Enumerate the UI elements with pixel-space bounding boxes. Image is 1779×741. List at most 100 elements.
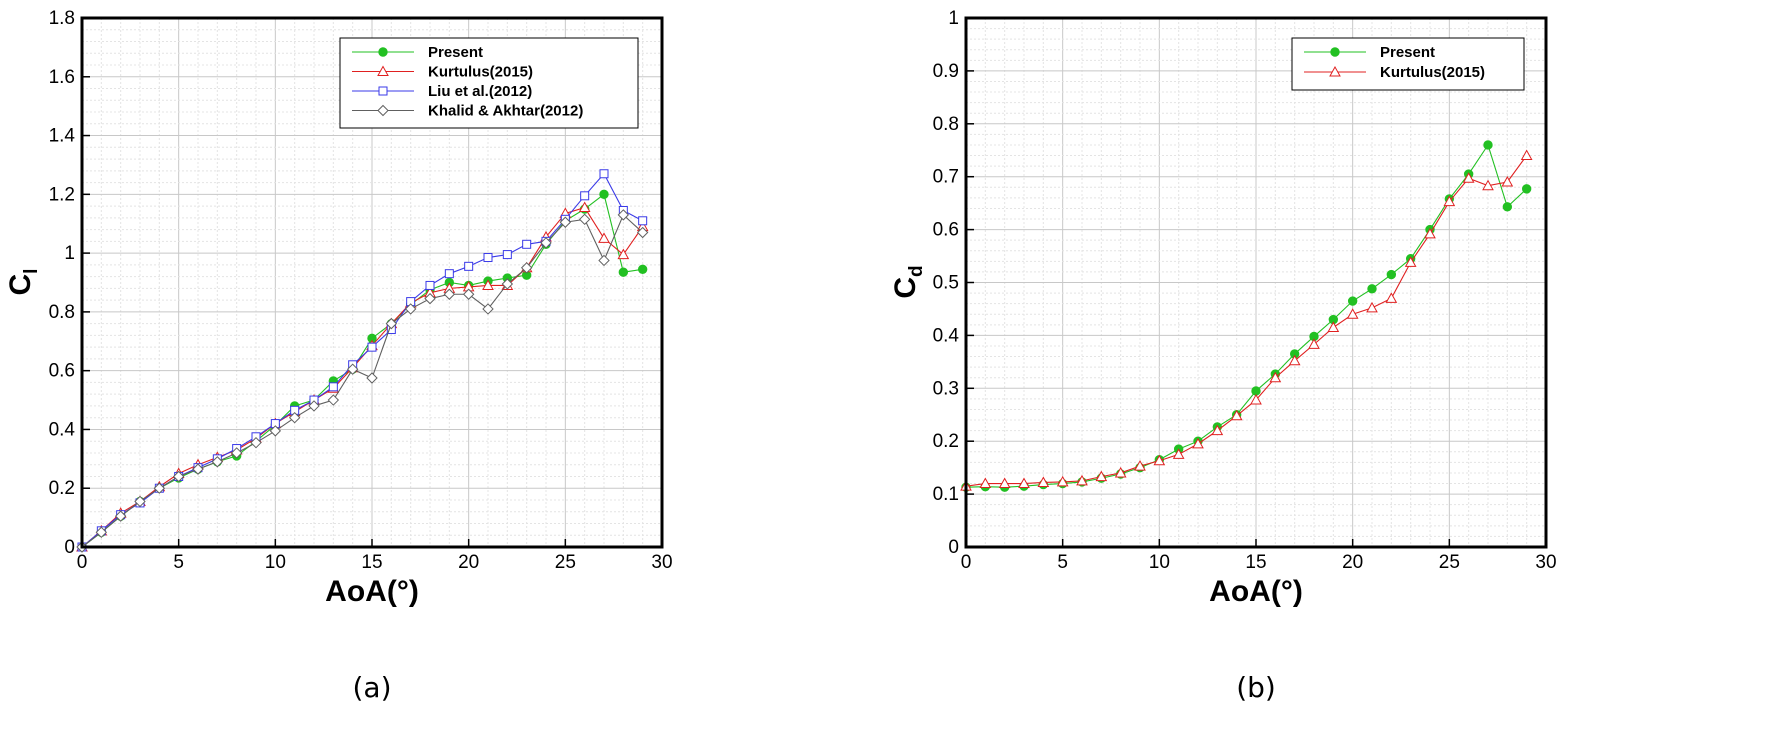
data-point — [1211, 424, 1224, 436]
data-point — [404, 303, 417, 315]
data-point — [114, 510, 127, 522]
x-tick-label: 5 — [1057, 552, 1068, 573]
x-tick-label: 30 — [1535, 552, 1556, 573]
x-tick-label: 5 — [173, 552, 184, 573]
data-point — [637, 264, 648, 274]
data-point — [1056, 475, 1069, 487]
data-point — [1366, 301, 1378, 313]
data-point — [269, 425, 282, 437]
y-tick-label: 0.6 — [933, 220, 959, 241]
y-tick-label: 0.9 — [933, 61, 959, 82]
chart-b-ticks: 0 5 10 15 20 25 30 0 0.1 0.2 0.3 0.4 0.5 0.6 0.7 0.8 0.9… — [933, 8, 1557, 573]
chart-a-legend: Present Kurtulus(2015) Liu et al.(2012) Kha… — [339, 37, 639, 129]
data-point — [598, 232, 610, 243]
y-tick-label: 0 — [64, 537, 75, 558]
y-tick-label: 1.4 — [49, 126, 76, 147]
data-point — [1386, 269, 1397, 280]
data-point — [1153, 454, 1166, 466]
data-point — [1367, 284, 1377, 294]
y-tick-label: 1.8 — [49, 8, 75, 29]
data-point — [1114, 466, 1127, 478]
data-point — [1443, 195, 1456, 207]
legend-label: Kurtulus(2015) — [428, 64, 533, 81]
data-point — [425, 280, 435, 290]
chart-b-panel-label: (b) — [1236, 671, 1276, 704]
legend-label: Khalid & Akhtar(2012) — [428, 103, 583, 120]
legend-item: Present — [352, 44, 483, 61]
data-point — [618, 267, 629, 277]
legend-label: Liu et al.(2012) — [428, 83, 532, 100]
legend-marker — [1330, 47, 1340, 57]
data-point — [1483, 140, 1493, 150]
data-point — [1462, 172, 1475, 183]
x-tick-label: 10 — [265, 552, 286, 573]
legend-marker — [378, 86, 388, 96]
chart-b-y-axis-label-sub: d — [906, 265, 927, 277]
chart-b-y-axis-label: Cd — [889, 265, 927, 298]
y-tick-label: 0.6 — [49, 361, 75, 382]
data-point — [288, 411, 301, 424]
data-point — [153, 482, 166, 494]
chart-b: 0 5 10 15 20 25 30 0 0.1 0.2 0.3 0.4 0.5 0.6 0.7 0.8 0.9… — [889, 8, 1557, 704]
data-point — [1521, 184, 1532, 194]
series-0 — [961, 140, 1532, 492]
data-point — [328, 382, 338, 392]
series-3 — [76, 209, 649, 553]
data-point — [578, 201, 591, 213]
data-point — [599, 189, 609, 200]
y-tick-label: 0 — [948, 537, 959, 558]
data-point — [638, 216, 648, 226]
data-point — [1501, 175, 1514, 187]
data-point — [599, 169, 609, 179]
data-point — [520, 262, 533, 274]
series-1 — [76, 201, 649, 552]
series-line — [965, 155, 1528, 487]
legend-marker — [377, 65, 389, 76]
data-point — [1269, 371, 1282, 383]
y-tick-label: 1 — [948, 8, 959, 29]
y-tick-label: 0.7 — [933, 167, 959, 188]
chart-a-y-axis-label-sub: l — [21, 269, 42, 274]
y-tick-label: 1 — [64, 243, 75, 264]
data-point — [1095, 470, 1108, 482]
chart-a-series — [76, 169, 649, 553]
chart-a-y-axis-label-main: C — [4, 274, 37, 296]
data-point — [1404, 256, 1417, 267]
data-point — [1327, 321, 1340, 332]
data-point — [598, 254, 610, 267]
data-point — [1251, 386, 1261, 396]
data-point — [1134, 460, 1146, 471]
legend-box — [1291, 37, 1525, 91]
y-tick-label: 0.2 — [933, 431, 959, 452]
x-tick-label: 10 — [1149, 552, 1170, 573]
data-point — [444, 269, 454, 279]
data-point — [1288, 354, 1301, 366]
legend-item: Kurtulus(2015) — [352, 64, 533, 81]
legend-marker — [1329, 65, 1341, 77]
chart-a-y-axis-label: Cl — [4, 269, 42, 296]
legend-item: Liu et al.(2012) — [352, 83, 532, 100]
data-point — [1308, 338, 1320, 349]
data-point — [172, 470, 185, 483]
legend-label: Present — [428, 44, 483, 61]
data-point — [1502, 202, 1513, 212]
data-point — [617, 209, 630, 221]
data-point — [578, 213, 591, 226]
chart-b-x-axis-label: AoA(°) — [1209, 575, 1303, 608]
data-point — [998, 477, 1011, 489]
x-tick-label: 15 — [361, 552, 382, 573]
legend-label: Kurtulus(2015) — [1380, 64, 1485, 81]
data-point — [95, 526, 108, 539]
x-tick-label: 25 — [1439, 552, 1460, 573]
chart-b-y-axis-label-main: C — [889, 277, 922, 299]
series-1 — [960, 149, 1533, 491]
y-tick-label: 0.4 — [49, 419, 76, 440]
data-point — [327, 394, 340, 406]
data-point — [636, 226, 649, 239]
y-tick-label: 0.1 — [933, 484, 959, 505]
data-point — [1230, 409, 1243, 421]
data-point — [462, 288, 475, 300]
data-point — [308, 400, 320, 412]
data-point — [1172, 448, 1185, 459]
data-point — [1346, 308, 1359, 319]
